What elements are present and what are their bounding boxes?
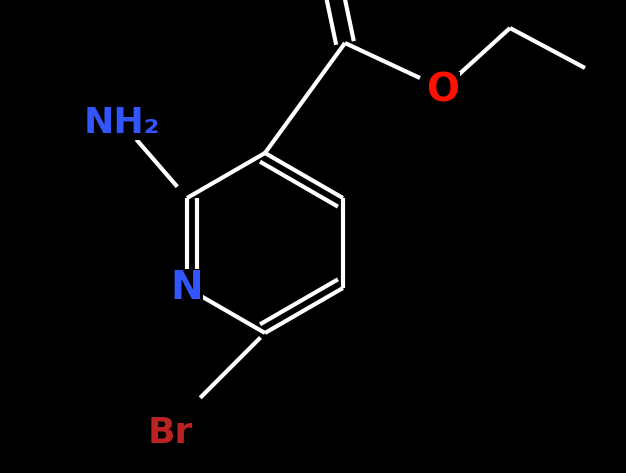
Text: NH₂: NH₂ — [84, 106, 160, 140]
Text: O: O — [426, 72, 459, 110]
Text: N: N — [171, 269, 203, 307]
Text: Br: Br — [147, 416, 193, 450]
